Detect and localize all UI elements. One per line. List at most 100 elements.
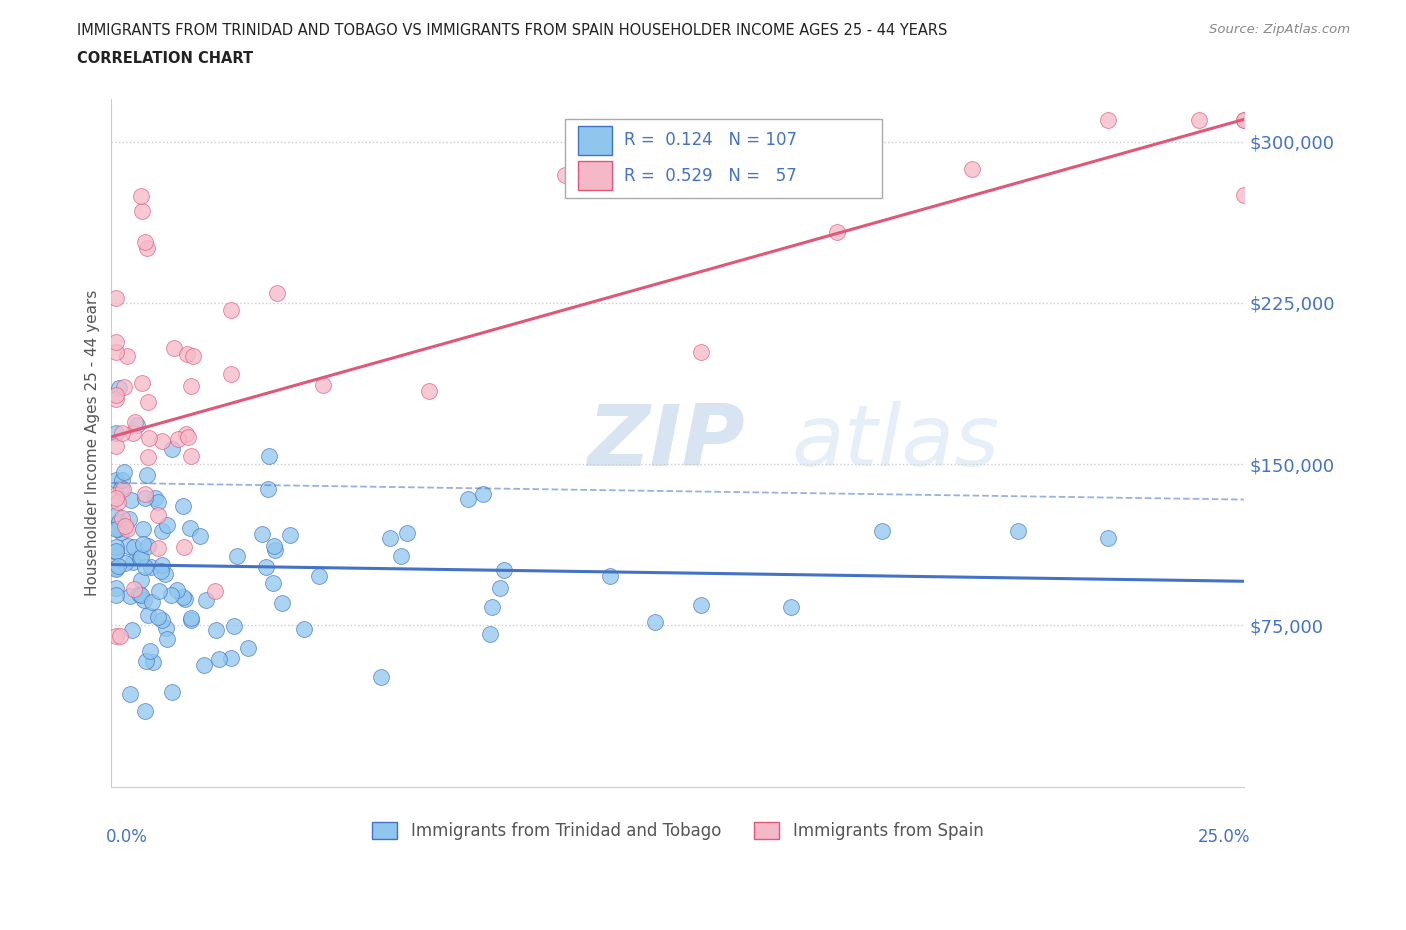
Point xyxy=(132,593,155,608)
Point xyxy=(195,592,218,607)
Point xyxy=(118,512,141,527)
Point xyxy=(122,539,145,554)
Point xyxy=(104,629,127,644)
Point xyxy=(173,591,195,606)
Point xyxy=(1233,113,1256,127)
Point xyxy=(124,414,146,429)
Point xyxy=(104,561,127,576)
Point xyxy=(122,555,145,570)
Point xyxy=(554,168,576,183)
Point xyxy=(111,511,134,525)
Point xyxy=(179,520,201,535)
Point xyxy=(138,430,160,445)
Point xyxy=(131,376,153,391)
Point xyxy=(870,524,893,538)
Point xyxy=(128,551,150,565)
Point xyxy=(271,595,294,610)
Point xyxy=(174,427,197,442)
Point xyxy=(129,573,152,588)
Point xyxy=(418,383,440,398)
Point xyxy=(104,521,127,536)
Point xyxy=(136,449,159,464)
Point xyxy=(219,650,242,665)
Point xyxy=(479,626,502,641)
Point xyxy=(177,430,200,445)
Point xyxy=(104,392,127,406)
Point xyxy=(104,487,127,502)
Point xyxy=(257,449,280,464)
Point xyxy=(266,286,288,300)
Point xyxy=(134,559,156,574)
Point xyxy=(378,531,401,546)
Text: ZIP: ZIP xyxy=(588,401,745,485)
Point xyxy=(110,525,132,539)
Point xyxy=(142,655,165,670)
Point xyxy=(180,613,202,628)
Point xyxy=(156,518,179,533)
Point xyxy=(292,622,315,637)
Point xyxy=(131,588,153,603)
Point xyxy=(208,651,231,666)
Point xyxy=(395,525,418,540)
Point xyxy=(112,379,135,394)
Point xyxy=(188,528,211,543)
Point xyxy=(689,597,711,612)
Point xyxy=(150,612,173,627)
Point xyxy=(135,654,157,669)
Point xyxy=(110,480,132,495)
Point xyxy=(150,433,173,448)
Point xyxy=(111,472,134,487)
Point xyxy=(141,559,163,574)
Text: R =  0.529   N =   57: R = 0.529 N = 57 xyxy=(623,166,796,185)
Point xyxy=(236,641,259,656)
Point xyxy=(128,587,150,602)
Point xyxy=(104,545,127,560)
Text: R =  0.124   N = 107: R = 0.124 N = 107 xyxy=(623,131,797,149)
Point xyxy=(489,580,512,595)
Point xyxy=(104,291,127,306)
Point xyxy=(370,669,392,684)
Point xyxy=(1233,188,1256,203)
Text: IMMIGRANTS FROM TRINIDAD AND TOBAGO VS IMMIGRANTS FROM SPAIN HOUSEHOLDER INCOME : IMMIGRANTS FROM TRINIDAD AND TOBAGO VS I… xyxy=(77,23,948,38)
Point xyxy=(219,303,242,318)
Point xyxy=(108,629,131,644)
Text: Source: ZipAtlas.com: Source: ZipAtlas.com xyxy=(1209,23,1350,36)
Point xyxy=(148,584,170,599)
Point xyxy=(141,595,163,610)
Point xyxy=(181,349,204,364)
Point xyxy=(219,366,242,381)
Point xyxy=(104,490,127,505)
Point xyxy=(1097,531,1119,546)
Point xyxy=(136,468,159,483)
Point xyxy=(262,576,284,591)
Point xyxy=(104,472,127,487)
Point xyxy=(172,498,194,513)
Point xyxy=(263,543,285,558)
Point xyxy=(122,582,145,597)
Point xyxy=(308,569,330,584)
Point xyxy=(122,426,145,441)
Point xyxy=(129,188,152,203)
Point xyxy=(204,584,226,599)
Point xyxy=(134,704,156,719)
Point xyxy=(252,526,274,541)
Point xyxy=(150,558,173,573)
Point xyxy=(104,544,127,559)
Point xyxy=(163,341,186,356)
Point xyxy=(114,519,136,534)
Point xyxy=(204,623,226,638)
Point xyxy=(114,556,136,571)
Point xyxy=(120,493,142,508)
Point xyxy=(108,380,131,395)
Text: 0.0%: 0.0% xyxy=(105,828,148,846)
Point xyxy=(118,686,141,701)
Point xyxy=(149,564,172,578)
Legend: Immigrants from Trinidad and Tobago, Immigrants from Spain: Immigrants from Trinidad and Tobago, Imm… xyxy=(366,816,990,847)
Point xyxy=(117,349,139,364)
Point xyxy=(121,622,143,637)
Point xyxy=(180,610,202,625)
Point xyxy=(1097,113,1119,127)
Point xyxy=(107,558,129,573)
Point xyxy=(104,588,127,603)
Point xyxy=(226,549,249,564)
